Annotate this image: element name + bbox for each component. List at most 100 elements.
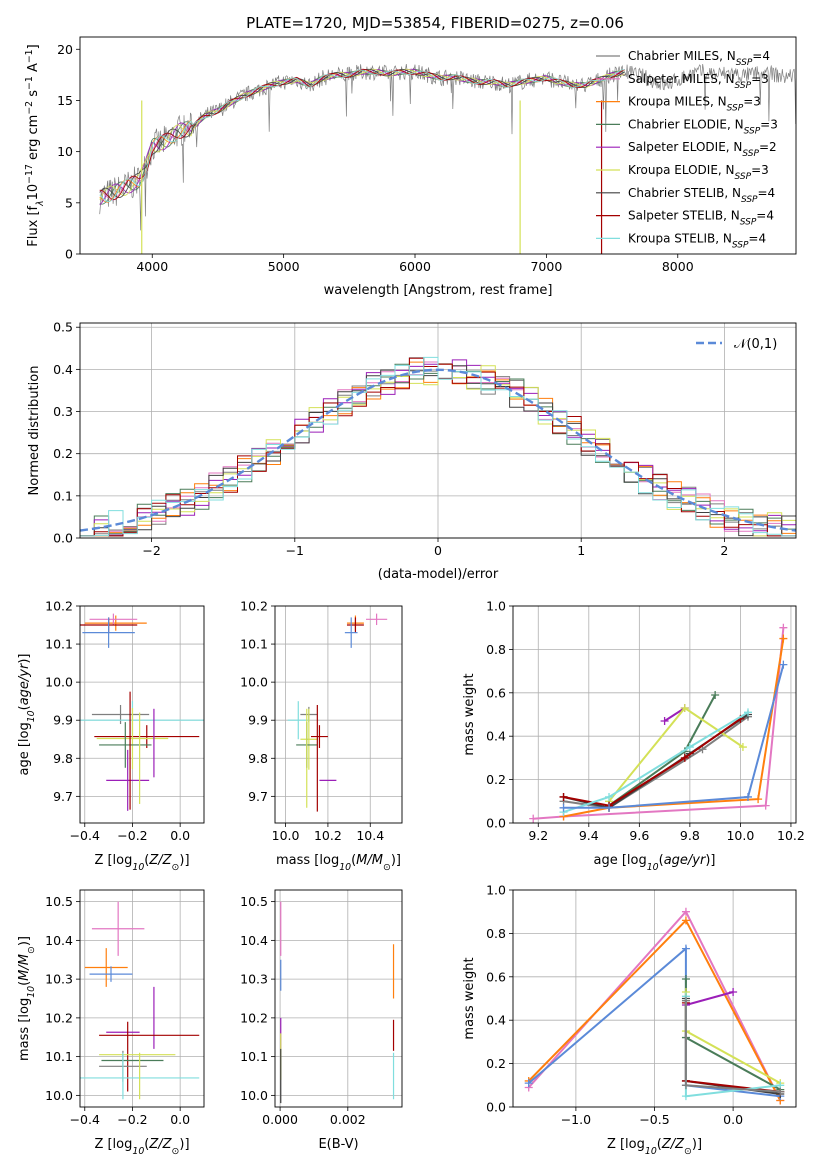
y-tick-label: 0.2 <box>486 1056 506 1071</box>
series-marker <box>779 623 788 632</box>
x-tick-label: 10.2 <box>314 828 342 843</box>
error-point <box>89 966 133 982</box>
normal-curve <box>80 368 796 532</box>
series-marker <box>529 814 538 823</box>
panel-age_vs_mass: 10.0 10.2 10.4 9.7 9.8 9.9 10.0 10.1 10.2 mass [l… <box>240 599 403 873</box>
axes-frame <box>79 322 797 539</box>
histogram-kroupa-stelib <box>80 356 796 537</box>
y-tick-label: 0.6 <box>486 969 506 984</box>
y-tick-label: 0.2 <box>486 772 506 787</box>
series-kroupa-elodie <box>605 703 747 806</box>
series-marker <box>779 634 788 643</box>
y-tick-label: 10.2 <box>240 599 268 614</box>
error-point <box>94 725 200 749</box>
x-tick-label: 0.000 <box>262 1112 298 1127</box>
x-tick-label: 9.6 <box>629 828 649 843</box>
x-tick-label: −2 <box>142 543 160 558</box>
series-marker <box>743 708 752 717</box>
x-tick-label: 0.0 <box>723 1112 743 1127</box>
error-point <box>91 704 150 725</box>
y-tick-label: 0.2 <box>53 446 73 461</box>
x-axis-label: Z [log10(Z/Z⊙)] <box>94 853 189 873</box>
x-tick-label: 5000 <box>268 259 300 274</box>
panel-weight_vs_age: 9.2 9.4 9.6 9.8 10.0 10.2 0.0 0.2 0.4 0.6 0.8 1.0 ag… <box>462 599 805 873</box>
error-point <box>344 617 358 648</box>
axes-frame <box>79 605 205 824</box>
series-marker <box>729 987 738 996</box>
y-tick-label: 10.0 <box>45 675 73 690</box>
x-tick-label: 10.0 <box>726 828 754 843</box>
series-line <box>563 638 785 818</box>
y-axis-label: mass weight <box>462 957 477 1039</box>
series-marker <box>681 974 690 983</box>
y-tick-label: 10.1 <box>240 1049 268 1064</box>
plot-area <box>529 623 788 823</box>
y-tick-label: 0.6 <box>486 685 506 700</box>
y-tick-label: 10.0 <box>45 1088 73 1103</box>
error-point <box>106 749 150 811</box>
spectrum-model-kroupa-miles <box>99 69 625 203</box>
legend-label: Chabrier STELIB, NSSP=4 <box>628 186 775 205</box>
error-point <box>366 613 388 626</box>
y-tick-label: 10.2 <box>240 1010 268 1025</box>
y-tick-label: 10.4 <box>240 933 268 948</box>
error-point <box>96 708 169 769</box>
x-axis-label: Z [log10(Z/Z⊙)] <box>94 1137 189 1157</box>
series-marker <box>681 916 690 925</box>
series-marker <box>524 1079 533 1088</box>
series-marker <box>681 1092 690 1101</box>
x-tick-label: 10.4 <box>356 828 384 843</box>
plot-area <box>99 63 796 254</box>
axes-frame <box>79 36 797 255</box>
panel-weight_vs_Z: −1.0 −0.5 0.0 0.0 0.2 0.4 0.6 0.8 1.0 Z [log10(Z/… <box>462 883 797 1157</box>
error-point <box>89 613 138 626</box>
legend-label: Kroupa ELODIE, NSSP=3 <box>628 163 769 182</box>
series-marker <box>776 1087 785 1096</box>
series-kroupa-stelib <box>559 708 752 817</box>
legend-label: Salpeter STELIB, NSSP=4 <box>628 209 774 228</box>
x-tick-label: 10.0 <box>272 828 300 843</box>
x-axis-label: Z [log10(Z/Z⊙)] <box>607 1137 702 1157</box>
x-tick-label: 7000 <box>530 259 562 274</box>
error-point <box>84 615 147 631</box>
x-tick-label: −0.4 <box>70 828 100 843</box>
panel-mass_vs_ebv: 0.000 0.002 10.0 10.1 10.2 10.3 10.4 10.5 <box>240 889 403 1127</box>
spectrum-model-chabrier-stelib <box>99 68 625 198</box>
x-axis-label: E(B-V) <box>318 1137 358 1152</box>
panel-mass_vs_Z: −0.4 −0.2 0.0 10.0 10.1 10.2 10.3 10.4 10.5 Z [lo… <box>17 889 205 1157</box>
panel-residuals: −2 −1 0 1 2 0.0 0.1 0.2 0.3 0.4 0.5 (data-model)/er… <box>27 320 797 582</box>
series-marker <box>680 703 689 712</box>
y-axis-label: mass [log10(M/M⊙)] <box>17 936 37 1061</box>
series-marker <box>605 803 614 812</box>
y-tick-label: 0.0 <box>53 531 73 546</box>
x-tick-label: −1.0 <box>561 1112 591 1127</box>
x-tick-label: −1 <box>286 543 304 558</box>
y-tick-label: 0.0 <box>486 816 506 831</box>
x-tick-label: 4000 <box>136 259 168 274</box>
x-axis-label: mass [log10(M/M⊙)] <box>276 853 401 873</box>
plot-area <box>80 613 204 811</box>
series-marker <box>605 792 614 801</box>
y-tick-label: 10.2 <box>45 1010 73 1025</box>
x-tick-label: 0 <box>434 543 442 558</box>
y-tick-label: 10.3 <box>240 972 268 987</box>
figure-title: PLATE=1720, MJD=53854, FIBERID=0275, z=0… <box>246 14 624 32</box>
y-tick-label: 0.8 <box>486 642 506 657</box>
x-tick-label: −0.2 <box>117 1112 147 1127</box>
y-tick-label: 10.0 <box>240 675 268 690</box>
y-tick-label: 0.4 <box>486 729 506 744</box>
series-marker <box>761 801 770 810</box>
x-tick-label: 1 <box>577 543 585 558</box>
legend-label: Salpeter ELODIE, NSSP=2 <box>628 140 777 159</box>
spectrum-model-salpeter-miles <box>99 68 625 201</box>
spectrum-model-salpeter-elodie <box>99 68 625 206</box>
x-axis-label: (data-model)/error <box>378 567 499 582</box>
legend: 𝒩(0,1) <box>696 337 777 352</box>
y-tick-label: 0.5 <box>53 320 73 335</box>
y-tick-label: 15 <box>57 93 73 108</box>
legend-label: Chabrier ELODIE, NSSP=3 <box>628 117 778 136</box>
error-point <box>91 901 145 956</box>
series-salpeter-stelib <box>559 714 745 810</box>
spectrum-model-kroupa-elodie <box>99 68 625 200</box>
panel-spectrum: 4000 5000 6000 7000 8000 0 5 10 15 20 wavelength [… <box>24 36 797 298</box>
